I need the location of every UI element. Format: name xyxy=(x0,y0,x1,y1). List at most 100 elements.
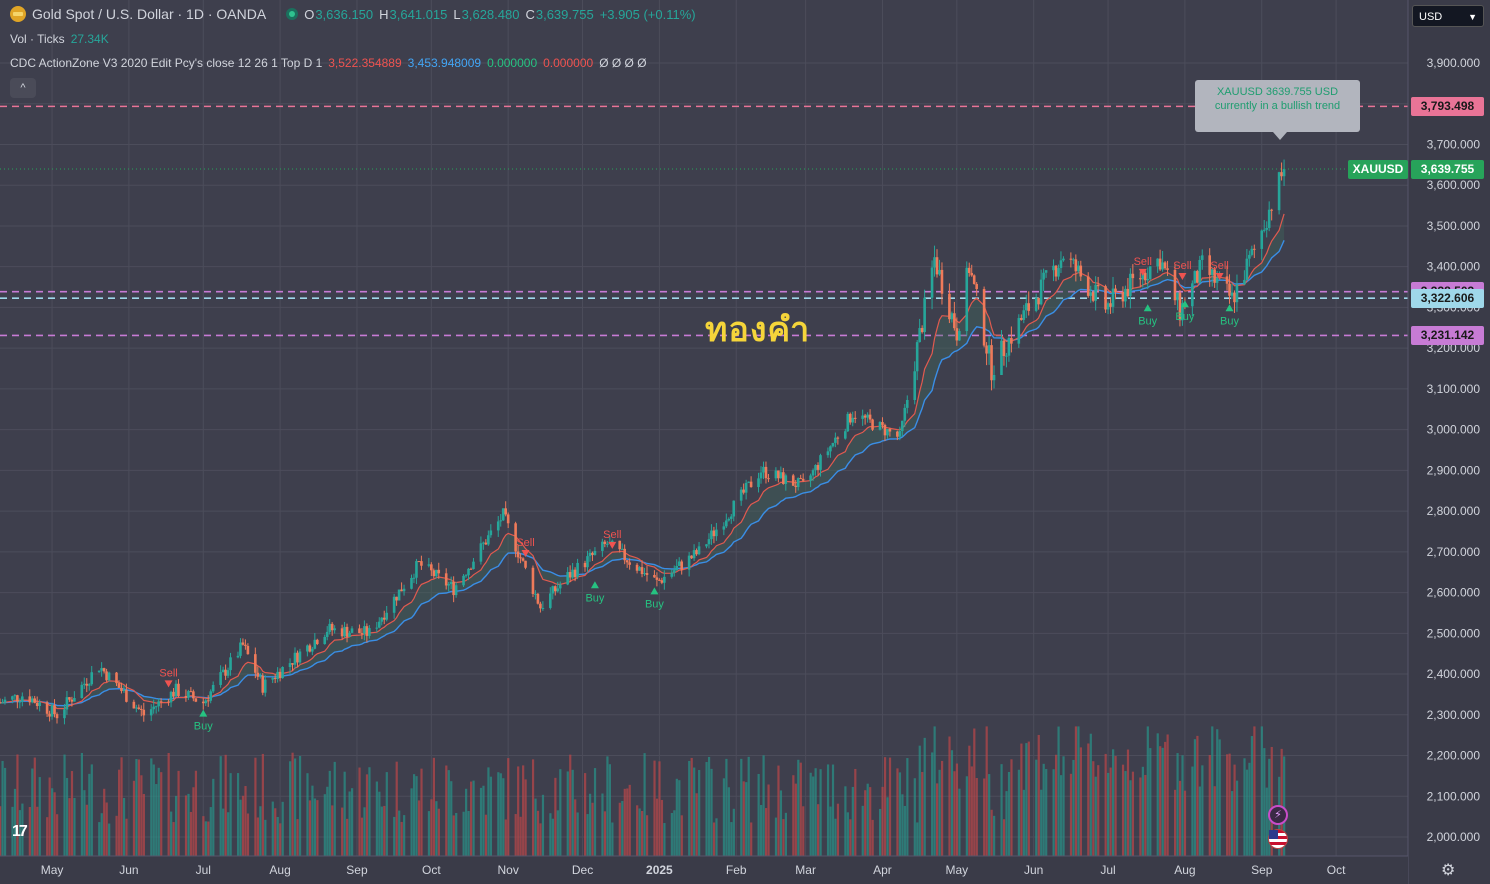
volume-bar xyxy=(569,754,572,856)
volume-bar xyxy=(1250,736,1254,856)
volume-bar xyxy=(100,813,103,856)
candle-body xyxy=(675,565,679,571)
candle-body xyxy=(201,701,205,704)
candle-body xyxy=(28,696,32,703)
legend-row-volume[interactable]: Vol · Ticks 27.34K xyxy=(10,32,115,46)
level-label-1[interactable]: 3,793.498 xyxy=(1411,96,1484,116)
symbol-title[interactable]: Gold Spot / U.S. Dollar · 1D · OANDA xyxy=(32,6,267,22)
y-tick-label: 2,100.000 xyxy=(1427,789,1481,803)
candle-body xyxy=(588,552,592,557)
volume-bar xyxy=(1161,747,1164,856)
currency-select[interactable]: USD ▼ xyxy=(1412,5,1484,27)
volume-bar xyxy=(638,808,641,856)
candle-body xyxy=(219,672,222,685)
candle-body xyxy=(1250,248,1254,255)
candle-body xyxy=(501,508,505,521)
tooltip-line-2: currently in a bullish trend xyxy=(1214,100,1341,112)
y-tick-label: 2,800.000 xyxy=(1427,504,1481,518)
candle-body xyxy=(1079,265,1083,277)
legend-row-indicator[interactable]: CDC ActionZone V3 2020 Edit Pcy's close … xyxy=(10,56,653,70)
candle-body xyxy=(920,328,924,333)
candle-body xyxy=(640,567,644,575)
volume-bar xyxy=(21,803,24,856)
volume-bar xyxy=(817,804,820,856)
candle-body xyxy=(938,269,941,275)
candle-body xyxy=(1024,303,1028,311)
collapse-legend-button[interactable]: ^ xyxy=(10,78,36,98)
volume-bar xyxy=(725,758,728,856)
time-axis-panel xyxy=(0,856,1408,884)
volume-bar xyxy=(993,815,996,856)
volume-bar xyxy=(1,760,4,856)
volume-bar xyxy=(636,805,639,856)
candle-body xyxy=(1277,172,1281,211)
volume-bar xyxy=(757,773,760,856)
candle-body xyxy=(496,521,500,531)
candle-body xyxy=(658,579,661,581)
volume-bar xyxy=(1079,747,1082,856)
candle-body xyxy=(241,642,245,645)
indicator-extra: Ø Ø Ø Ø xyxy=(599,56,647,70)
candle-body xyxy=(3,699,7,703)
trend-tooltip: XAUUSD 3639.755 USD currently in a bulli… xyxy=(1195,80,1360,140)
candle-body xyxy=(187,691,190,698)
candle-body xyxy=(1054,265,1058,277)
time-axis[interactable]: May Jun Jul Aug Sep Oct Nov Dec 2025 Feb Mar Apr May… xyxy=(0,855,1408,884)
tradingview-logo[interactable]: 17 xyxy=(12,823,28,840)
candle-body xyxy=(420,561,423,566)
indicator-value-3: 0.000000 xyxy=(487,56,538,70)
candle-body xyxy=(437,569,441,574)
volume-bar xyxy=(586,814,589,856)
level-label-4[interactable]: 3,231.142 xyxy=(1411,325,1484,345)
volume-bar xyxy=(1121,764,1125,856)
price-axis[interactable]: 2,000.000 2,100.000 2,200.000 2,300.000 2,40… xyxy=(1407,0,1490,884)
candle-body xyxy=(1104,286,1107,310)
candle-body xyxy=(13,695,17,697)
volume-bar xyxy=(343,771,346,856)
volume-bar xyxy=(452,815,455,856)
volume-bar xyxy=(465,788,468,856)
volume-bar xyxy=(938,769,941,856)
volume-bar xyxy=(1228,753,1231,856)
volume-bar xyxy=(487,767,490,856)
candle-body xyxy=(236,655,240,658)
candle-body xyxy=(120,687,123,692)
candle-body xyxy=(467,568,470,576)
volume-bar xyxy=(1149,748,1152,856)
candle-body xyxy=(1235,284,1239,303)
candle-body xyxy=(1129,273,1132,297)
candle-body xyxy=(343,626,346,637)
market-open-icon[interactable] xyxy=(286,8,299,20)
candle-body xyxy=(415,561,418,578)
candle-body xyxy=(306,645,309,652)
volume-bar xyxy=(921,771,924,856)
gear-icon[interactable]: ⚙ xyxy=(1441,862,1456,879)
volume-bar xyxy=(415,776,418,856)
volume-bar xyxy=(241,795,245,856)
candle-body xyxy=(670,572,674,577)
volume-bar xyxy=(1000,764,1003,856)
volume-bar xyxy=(1002,819,1006,856)
candle-body xyxy=(380,617,384,622)
volume-bar xyxy=(56,814,59,856)
x-tick-label: Nov xyxy=(497,863,518,877)
level-label-3[interactable]: 3,322.606 xyxy=(1411,288,1484,308)
candle-body xyxy=(1022,310,1026,320)
volume-bar xyxy=(3,767,7,856)
volume-bar xyxy=(298,755,302,856)
candle-body xyxy=(154,706,158,708)
candle-body xyxy=(192,691,195,699)
x-tick-label: Aug xyxy=(1174,863,1195,877)
volume-bar xyxy=(1092,761,1095,856)
candle-body xyxy=(886,428,889,436)
candle-body xyxy=(296,652,299,663)
candle-body xyxy=(1039,279,1043,305)
candle-body xyxy=(107,672,111,681)
ema-lines xyxy=(0,213,1285,710)
candle-body xyxy=(955,328,959,341)
y-tick-label: 3,400.000 xyxy=(1427,260,1481,274)
us-flag-icon[interactable] xyxy=(1268,829,1288,849)
volume-bar xyxy=(1243,758,1246,856)
lightning-icon[interactable]: ⚡ xyxy=(1268,805,1288,825)
